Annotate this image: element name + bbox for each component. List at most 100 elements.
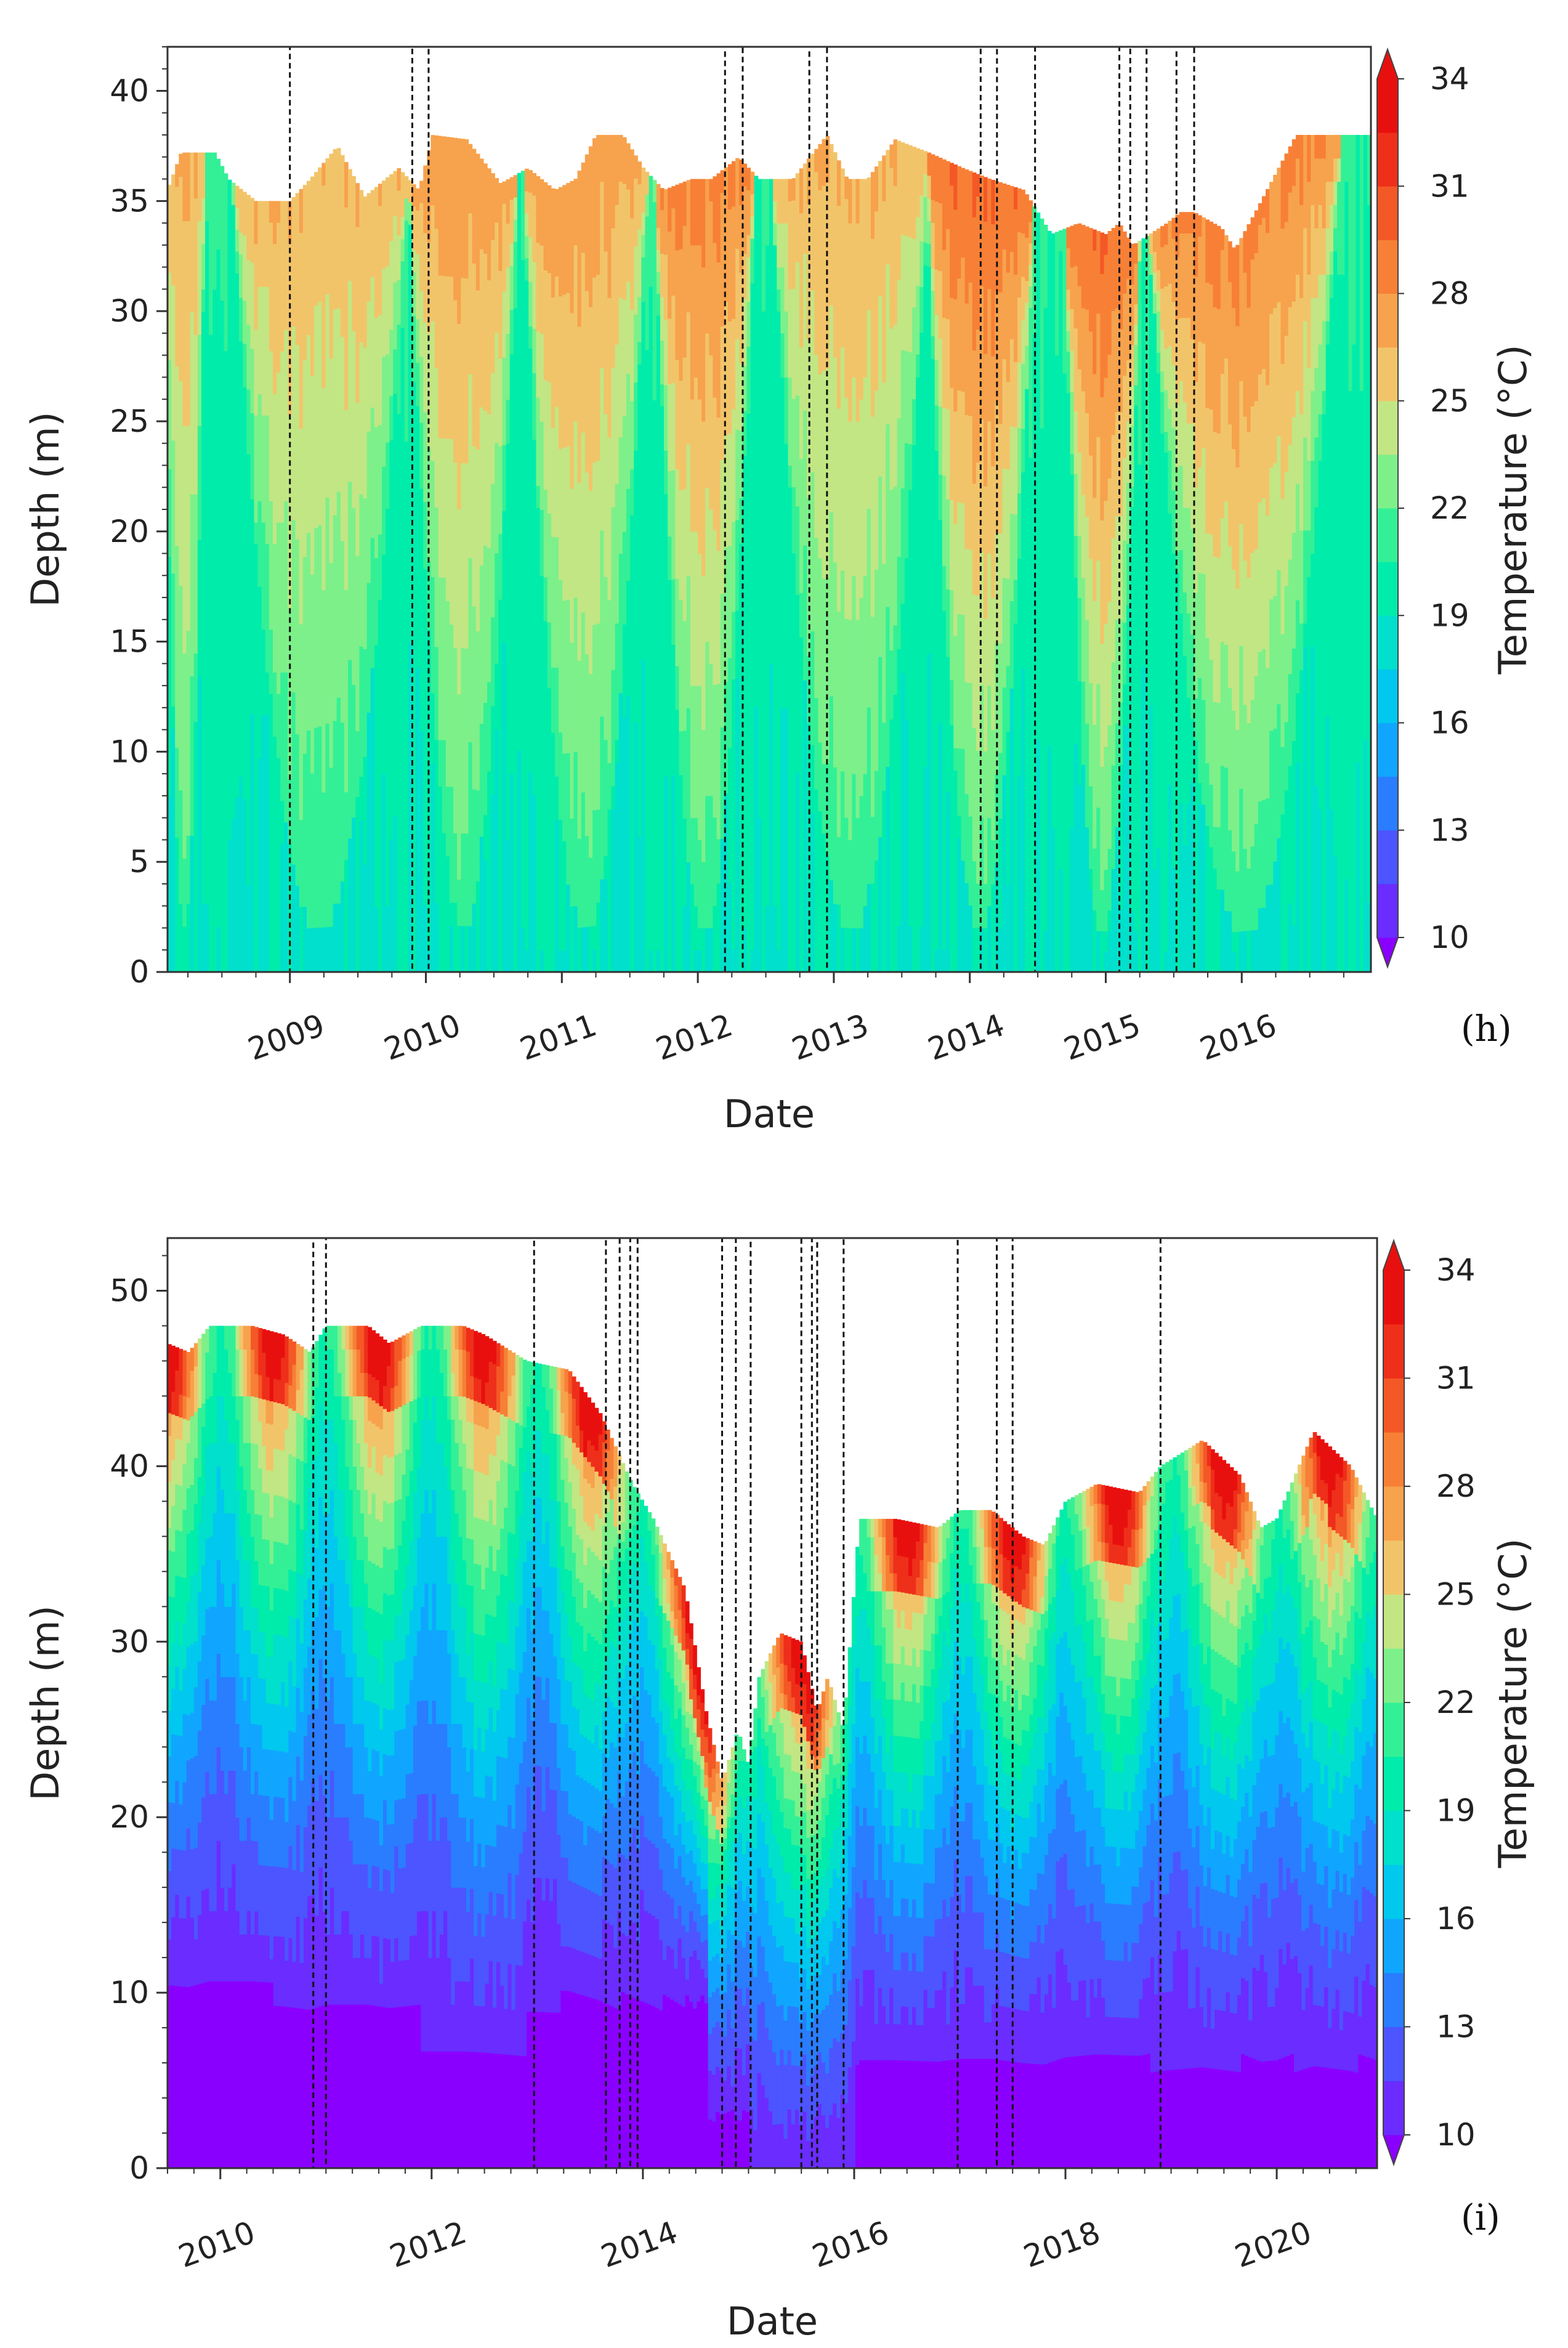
heatmap-cell <box>615 437 620 461</box>
heatmap-cell <box>596 553 600 577</box>
heatmap-cell <box>652 488 657 511</box>
heatmap-cell <box>509 177 514 200</box>
heatmap-cell <box>668 514 672 537</box>
heatmap-cell <box>254 436 259 459</box>
heatmap-cell <box>269 329 273 352</box>
heatmap-cell <box>419 708 424 731</box>
heatmap-cell <box>487 949 491 972</box>
heatmap-cell <box>668 885 672 907</box>
heatmap-cell <box>679 183 684 206</box>
heatmap-cell <box>596 391 600 415</box>
heatmap-cell <box>250 585 255 607</box>
heatmap-cell <box>197 221 202 245</box>
heatmap-cell <box>525 637 529 660</box>
heatmap-cell <box>235 491 240 514</box>
heatmap-cell <box>302 666 307 689</box>
heatmap-cell <box>479 158 484 182</box>
heatmap-cell <box>325 588 330 611</box>
heatmap-cell <box>378 227 382 250</box>
heatmap-cell <box>246 799 251 822</box>
heatmap-cell <box>513 285 518 309</box>
heatmap-cell <box>668 775 672 798</box>
heatmap-cell <box>393 749 398 772</box>
heatmap-cell <box>190 380 195 403</box>
heatmap-cell <box>209 175 213 199</box>
heatmap-cell <box>442 601 447 625</box>
heatmap-cell <box>355 884 360 907</box>
heatmap-cell <box>554 298 559 320</box>
heatmap-cell <box>329 585 334 609</box>
heatmap-cell <box>336 262 341 286</box>
heatmap-cell <box>254 286 259 309</box>
heatmap-cell <box>299 798 304 820</box>
heatmap-cell <box>269 201 273 223</box>
heatmap-cell <box>261 394 266 416</box>
heatmap-cell <box>468 926 473 950</box>
heatmap-cell <box>506 708 511 731</box>
heatmap-cell <box>416 819 420 842</box>
heatmap-cell <box>468 259 473 283</box>
heatmap-cell <box>566 818 570 841</box>
heatmap-cell <box>231 226 236 249</box>
heatmap-cell <box>536 508 541 530</box>
heatmap-cell <box>637 836 642 860</box>
heatmap-cell <box>442 670 447 694</box>
heatmap-cell <box>664 907 668 929</box>
heatmap-cell <box>197 493 202 517</box>
heatmap-cell <box>547 469 552 492</box>
heatmap-cell <box>649 220 653 243</box>
heatmap-cell <box>239 841 243 864</box>
heatmap-cell <box>325 926 330 950</box>
heatmap-cell <box>310 883 315 906</box>
heatmap-cell <box>299 667 304 690</box>
heatmap-cell <box>660 928 665 951</box>
heatmap-cell <box>318 860 322 883</box>
heatmap-cell <box>438 600 443 625</box>
heatmap-cell <box>212 562 217 586</box>
heatmap-cell <box>573 707 578 731</box>
heatmap-cell <box>528 437 533 460</box>
heatmap-cell <box>461 301 465 325</box>
heatmap-cell <box>299 298 304 320</box>
heatmap-cell <box>190 539 195 563</box>
heatmap-cell <box>411 228 416 251</box>
heatmap-cell <box>419 642 424 665</box>
heatmap-cell <box>389 506 394 530</box>
heatmap-cell <box>445 253 450 277</box>
heatmap-cell <box>408 400 413 423</box>
heatmap-cell <box>679 336 684 359</box>
heatmap-cell <box>359 211 364 234</box>
heatmap-cell <box>581 769 586 793</box>
heatmap-cell <box>254 607 259 630</box>
heatmap-cell <box>231 818 236 841</box>
heatmap-cell <box>475 585 480 609</box>
heatmap-cell <box>336 171 341 195</box>
heatmap-cell <box>487 436 491 459</box>
heatmap-cell <box>231 577 236 600</box>
heatmap-cell <box>295 301 300 323</box>
heatmap-cell <box>513 596 518 618</box>
heatmap-cell <box>554 841 559 864</box>
heatmap-cell <box>261 308 266 330</box>
heatmap-cell <box>235 666 240 689</box>
heatmap-cell <box>509 773 514 796</box>
heatmap-cell <box>348 905 352 928</box>
heatmap-cell <box>634 314 638 338</box>
heatmap-cell <box>302 229 307 251</box>
heatmap-cell <box>652 730 657 753</box>
heatmap-cell <box>554 341 559 364</box>
heatmap-cell <box>370 733 375 755</box>
heatmap-cell <box>235 906 240 929</box>
heatmap-cell <box>520 927 525 950</box>
heatmap-cell <box>209 744 213 768</box>
heatmap-cell <box>254 886 259 909</box>
heatmap-cell <box>495 288 499 311</box>
heatmap-cell <box>411 687 416 710</box>
heatmap-cell <box>660 449 665 472</box>
heatmap-cell <box>389 418 394 441</box>
heatmap-cell <box>423 882 427 905</box>
heatmap-cell <box>637 747 642 770</box>
heatmap-cell <box>386 905 390 928</box>
heatmap-cell <box>318 771 322 794</box>
heatmap-cell <box>618 298 623 322</box>
